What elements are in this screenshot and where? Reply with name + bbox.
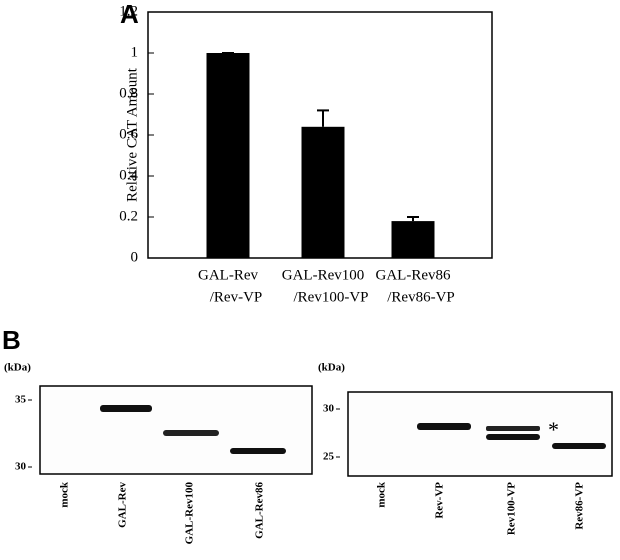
x-tick-label: GAL-Rev100 xyxy=(282,267,365,283)
lane-label: GAL-Rev100 xyxy=(184,482,196,545)
x-tick-label: /Rev100-VP xyxy=(294,289,369,305)
marker-label: 35 xyxy=(15,394,27,406)
x-tick-label: /Rev86-VP xyxy=(387,289,455,305)
blot-frame xyxy=(347,391,613,477)
lane-label: Rev-VP xyxy=(434,482,446,519)
bar xyxy=(391,221,435,258)
y-tick-label: 0.4 xyxy=(119,167,138,183)
panel-label: B xyxy=(2,325,21,355)
unit-label: (kDa) xyxy=(4,362,31,374)
x-tick-label: GAL-Rev86 xyxy=(376,267,451,283)
y-tick-label: 1.2 xyxy=(119,3,138,19)
x-tick-label: GAL-Rev xyxy=(198,267,258,283)
bands xyxy=(100,405,606,454)
lane-label: Rev100-VP xyxy=(506,482,518,535)
lane-label: Rev86-VP xyxy=(574,482,586,530)
y-axis-label: Relative CAT Amount xyxy=(124,67,140,202)
lane-label: mock xyxy=(59,481,71,508)
y-tick-label: 1 xyxy=(131,44,139,60)
y-tick-label: 0 xyxy=(131,249,139,265)
bar xyxy=(301,126,345,258)
y-tick-label: 0.2 xyxy=(119,208,138,224)
panel-label: A xyxy=(120,0,139,29)
marker-label: 30 xyxy=(15,461,27,473)
y-tick-label: 0.6 xyxy=(119,126,138,142)
bar xyxy=(206,53,250,258)
marker-label: 30 xyxy=(323,403,335,415)
x-tick-label: /Rev-VP xyxy=(210,289,263,305)
unit-label: (kDa) xyxy=(318,362,345,374)
annotation: * xyxy=(548,417,559,442)
lane-label: mock xyxy=(376,481,388,508)
y-tick-label: 0.8 xyxy=(119,85,138,101)
marker-label: 25 xyxy=(323,451,335,463)
lane-label: GAL-Rev86 xyxy=(254,482,266,539)
lane-label: GAL-Rev xyxy=(117,482,129,528)
